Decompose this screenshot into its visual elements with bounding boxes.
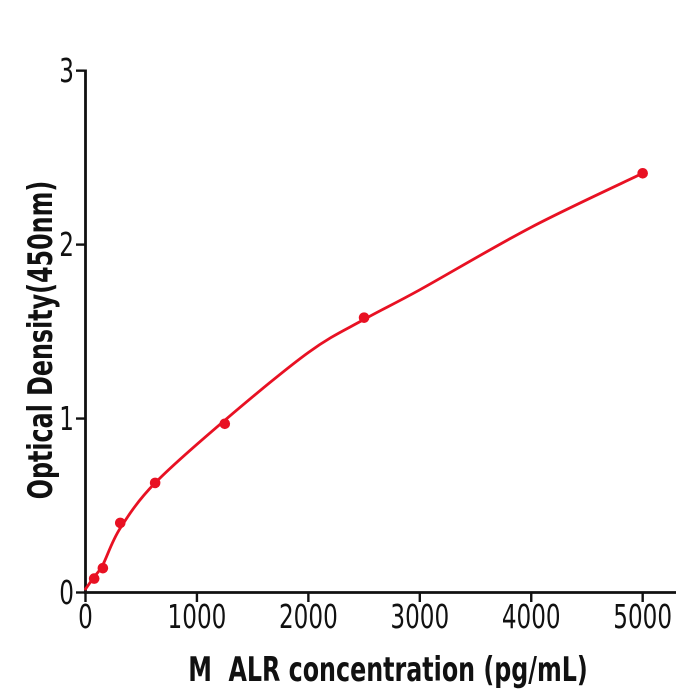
y-tick-label-2: 2 (59, 226, 74, 264)
data-point-2500 (358, 312, 370, 323)
data-point-78 (88, 573, 100, 584)
axes-layer: 0 1000 2000 3000 4000 5000 0 1 2 3 (59, 52, 676, 636)
x-axis-title: M ALR concentration (pg/mL) (188, 650, 588, 689)
y-tick-label-1: 1 (59, 400, 74, 438)
x-tick-label-2000: 2000 (279, 598, 338, 636)
fit-curve-line (84, 171, 645, 591)
data-point-5000 (637, 167, 648, 179)
x-tick-label-5000: 5000 (613, 598, 672, 636)
y-tick-label-3: 3 (59, 52, 74, 90)
x-tick-label-3000: 3000 (390, 598, 449, 636)
data-point-312 (114, 517, 126, 529)
data-point-156 (97, 562, 109, 574)
series-layer (84, 167, 648, 591)
y-tick-label-0: 0 (59, 574, 74, 612)
y-axis-title: Optical Density(450nm) (21, 181, 60, 499)
x-tick-label-4000: 4000 (502, 598, 561, 636)
data-point-625 (149, 477, 161, 489)
data-point-1250 (219, 418, 231, 430)
x-tick-label-0: 0 (78, 598, 93, 636)
x-tick-label-1000: 1000 (168, 598, 227, 636)
